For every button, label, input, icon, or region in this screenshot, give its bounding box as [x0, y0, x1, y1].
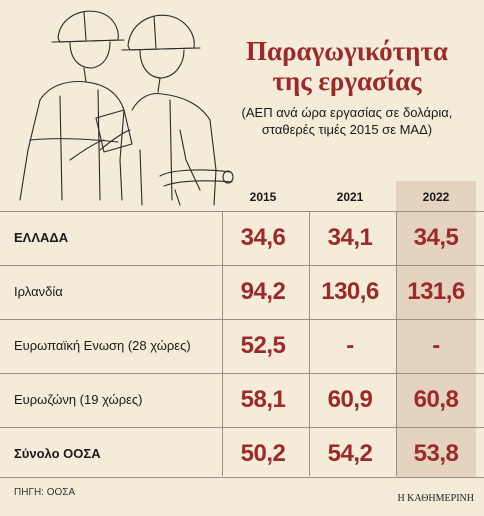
cell-value: 94,2 [240, 278, 286, 305]
table-row-eurozone: Ευρωζώνη (19 χώρες) 58,1 60,9 60,8 [0, 373, 484, 427]
data-table: 2015 2021 2022 ΕΛΛΑΔΑ 34,6 34,1 34,5 Ιρλ… [0, 181, 484, 481]
cell-value: 34,5 [413, 224, 459, 251]
cell-value: 58,1 [240, 386, 286, 413]
table-row-eu: Ευρωπαϊκή Ενωση (28 χώρες) 52,5 - - [0, 319, 484, 373]
publisher-brand: Η ΚΑΘΗΜΕΡΙΝΗ [397, 493, 474, 504]
cell-value: 50,2 [240, 440, 286, 467]
column-header-2015: 2015 [249, 190, 277, 204]
cell-value: 130,6 [321, 278, 379, 305]
table-bottom-rule [0, 477, 484, 478]
cell-value: 52,5 [240, 332, 286, 359]
cell-value: 34,6 [240, 224, 286, 251]
row-label: ΕΛΛΑΔΑ [14, 230, 69, 245]
column-divider [309, 211, 310, 476]
construction-workers-illustration [19, 10, 234, 206]
page-title: Παραγωγικότητα της εργασίας [246, 36, 448, 96]
table-row-oecd: Σύνολο ΟΟΣΑ 50,2 54,2 53,8 [0, 427, 484, 481]
row-label: Ευρωζώνη (19 χώρες) [14, 392, 143, 407]
table-row-greece: ΕΛΛΑΔΑ 34,6 34,1 34,5 [0, 211, 484, 265]
cell-value: 60,9 [327, 386, 373, 413]
row-label: Ιρλανδία [14, 284, 63, 299]
table-header: 2015 2021 2022 [0, 181, 484, 211]
cell-value: 54,2 [327, 440, 373, 467]
table-row-ireland: Ιρλανδία 94,2 130,6 131,6 [0, 265, 484, 319]
source-note: ΠΗΓΗ: ΟΟΣΑ [14, 487, 76, 498]
column-2022-highlight [396, 181, 476, 478]
cell-value: 131,6 [407, 278, 465, 305]
cell-value: 60,8 [413, 386, 459, 413]
row-label: Σύνολο ΟΟΣΑ [14, 446, 101, 461]
cell-value: - [432, 332, 440, 359]
row-label: Ευρωπαϊκή Ενωση (28 χώρες) [14, 338, 191, 353]
cell-value: 34,1 [327, 224, 373, 251]
column-header-2021: 2021 [336, 190, 364, 204]
cell-value: - [346, 332, 354, 359]
column-header-2022: 2022 [422, 190, 450, 204]
column-divider [396, 211, 397, 476]
page-subtitle: (ΑΕΠ ανά ώρα εργασίας σε δολάρια, σταθερ… [241, 105, 453, 137]
cell-value: 53,8 [413, 440, 459, 467]
column-divider [222, 211, 223, 476]
